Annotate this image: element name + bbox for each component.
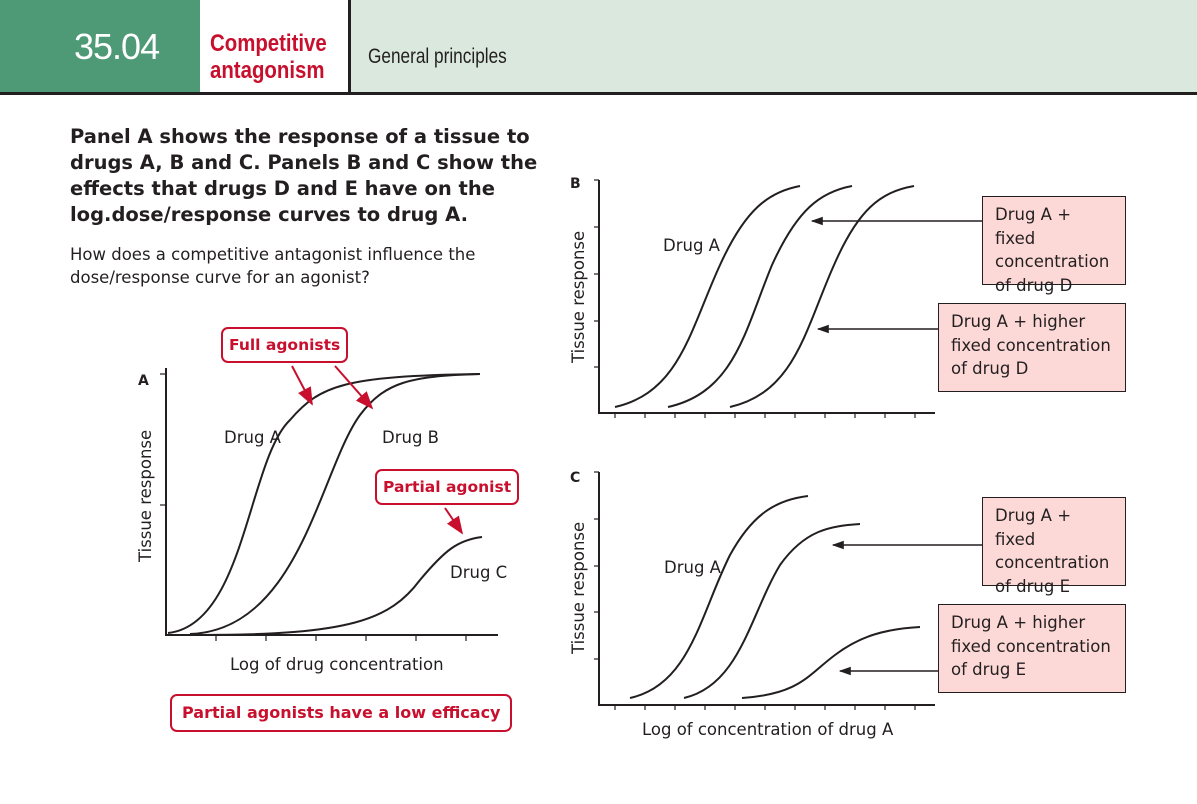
panel-c-x-label: Log of concentration of drug A: [642, 720, 894, 739]
panel-c-curve-fixed-e: [683, 523, 861, 699]
intro-statement: Panel A shows the response of a tissue t…: [70, 125, 538, 226]
curve-drug-a: [167, 373, 481, 634]
page-title: Competitive antagonism: [210, 30, 327, 84]
panel-a-curves: [167, 373, 483, 636]
panel-b-curve-drug-a: [614, 185, 801, 408]
partial-agonist-callout: Partial agonist: [375, 469, 520, 505]
chapter-number: 35.04: [74, 26, 160, 67]
intro-question: How does a competitive antagonist influe…: [70, 245, 476, 287]
label-drug-a: Drug A: [224, 428, 281, 447]
panel-c-axes: [598, 472, 935, 706]
panel-b-curves: [614, 185, 915, 408]
panel-a-label: A: [138, 373, 149, 389]
full-agonists-callout: Full agonists: [221, 327, 349, 363]
panel-a-ticks: [160, 373, 467, 641]
page-title-line-2: antagonism: [210, 57, 325, 84]
efficacy-callout: Partial agonists have a low efficacy: [170, 694, 513, 732]
curve-drug-b: [189, 373, 481, 635]
curve-drug-c: [199, 536, 483, 636]
panel-c-y-label: Tissue response: [569, 521, 588, 654]
panel-c-curve-higher-e: [741, 626, 921, 699]
panel-c-curves: [629, 495, 921, 699]
panel-b-axes: [598, 180, 935, 414]
header-divider: [0, 92, 1197, 95]
panel-c-curve-drug-a: [629, 495, 809, 699]
chapter-number-box: 35.04: [0, 0, 200, 92]
title-box: Competitive antagonism: [200, 0, 351, 92]
panel-b-note-higher-d: Drug A + higher fixed concentration of d…: [938, 303, 1126, 392]
panel-b-y-label: Tissue response: [569, 230, 588, 363]
panel-b-curve-fixed-d: [667, 185, 853, 408]
panel-b-label-drug-a: Drug A: [663, 236, 720, 255]
panel-a-y-label: Tissue response: [136, 429, 155, 562]
panel-b-curve-higher-d: [729, 185, 915, 408]
panel-c-label-drug-a: Drug A: [664, 558, 721, 577]
panel-c-label: C: [570, 470, 581, 486]
panel-b-arrows: [810, 216, 982, 334]
panel-b-ticks: [594, 179, 916, 418]
label-drug-c: Drug C: [450, 563, 508, 582]
panel-c-arrows: [831, 540, 982, 676]
panel-c-ticks: [594, 471, 916, 710]
panel-b-label: B: [570, 176, 581, 192]
panel-c-note-higher-e: Drug A + higher fixed concentration of d…: [938, 604, 1126, 693]
section-title: General principles: [368, 45, 507, 68]
panel-c-note-fixed-e: Drug A + fixed concentration of drug E: [982, 497, 1126, 596]
panel-a-x-label: Log of drug concentration: [230, 655, 444, 674]
panel-a-callout-arrows: [291, 365, 464, 535]
label-drug-b: Drug B: [382, 428, 439, 447]
page-title-line-1: Competitive: [210, 30, 327, 57]
panel-b-note-fixed-d: Drug A + fixed concentration of drug D: [982, 196, 1126, 295]
